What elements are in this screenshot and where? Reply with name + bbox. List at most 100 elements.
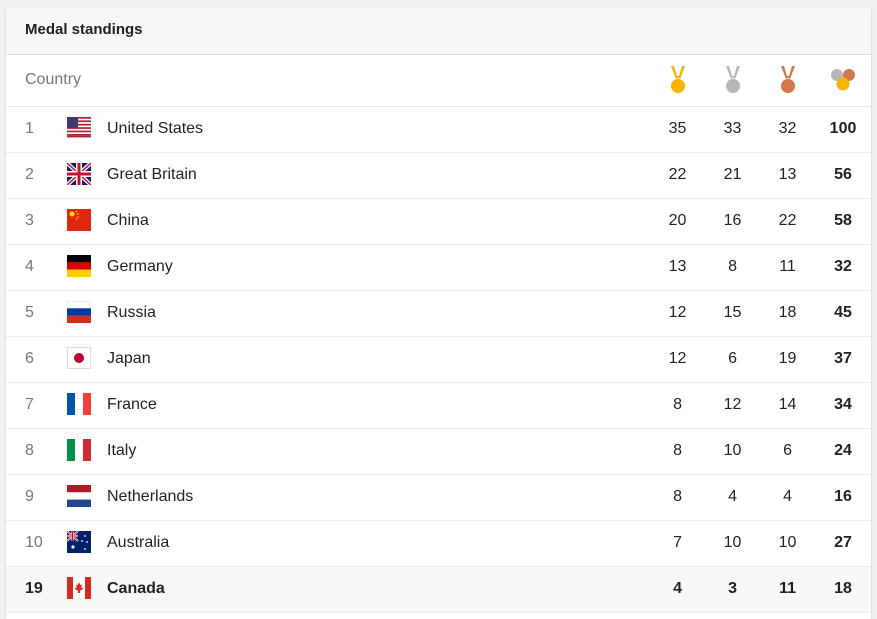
rank-cell: 19 [25, 580, 43, 597]
card-title: Medal standings [6, 8, 871, 55]
table-row[interactable]: 1 United States 35 33 32 100 [6, 106, 871, 152]
total-count: 18 [834, 580, 852, 597]
total-column-header [815, 55, 871, 106]
table-row[interactable]: 2 Great Britain 22 21 13 56 [6, 152, 871, 198]
flag-cell [49, 336, 107, 382]
silver-count: 12 [723, 396, 742, 413]
table-row[interactable]: 7 France 8 12 14 34 [6, 382, 871, 428]
country-column-header: Country [25, 71, 82, 89]
table-row[interactable]: 19 Canada 4 3 11 18 [6, 566, 871, 612]
total-count: 100 [829, 120, 857, 137]
total-medals-icon [829, 69, 857, 91]
gold-count: 20 [668, 212, 687, 229]
ru-flag-icon [67, 300, 91, 323]
gb-flag-icon [67, 162, 91, 185]
total-count: 27 [834, 534, 852, 551]
medal-table: Country [6, 55, 871, 613]
flag-cell [49, 520, 107, 566]
flag-cell [49, 428, 107, 474]
gold-count: 13 [668, 258, 687, 275]
silver-count: 10 [723, 534, 742, 551]
gold-count: 4 [673, 580, 682, 597]
total-count: 16 [834, 488, 852, 505]
table-row[interactable]: 5 Russia 12 15 18 45 [6, 290, 871, 336]
gold-count: 22 [668, 166, 687, 183]
country-name: Netherlands [107, 488, 194, 505]
flag-cell [49, 382, 107, 428]
gold-count: 8 [673, 488, 682, 505]
nl-flag-icon [67, 484, 91, 507]
silver-medal-icon [724, 66, 742, 94]
medal-standings-card: Medal standings Country [6, 8, 871, 619]
country-name: China [107, 212, 149, 229]
bronze-count: 14 [778, 396, 797, 413]
rank-cell: 1 [25, 120, 34, 137]
silver-column-header [705, 55, 760, 106]
gold-column-header [650, 55, 705, 106]
rank-cell: 9 [25, 488, 34, 505]
total-count: 32 [834, 258, 852, 275]
country-name: Australia [107, 534, 170, 551]
silver-count: 21 [723, 166, 742, 183]
silver-count: 6 [728, 350, 737, 367]
flag-cell [49, 566, 107, 612]
bronze-count: 11 [779, 258, 796, 275]
gold-count: 8 [673, 396, 682, 413]
rank-cell: 2 [25, 166, 34, 183]
bronze-count: 11 [779, 580, 796, 597]
country-name: Russia [107, 304, 156, 321]
flag-cell [49, 474, 107, 520]
table-row[interactable]: 6 Japan 12 6 19 37 [6, 336, 871, 382]
flag-cell [49, 152, 107, 198]
rank-cell: 3 [25, 212, 34, 229]
flag-cell [49, 244, 107, 290]
gold-count: 7 [673, 534, 682, 551]
silver-count: 16 [723, 212, 742, 229]
bronze-medal-icon [779, 66, 797, 94]
gold-count: 35 [668, 120, 687, 137]
us-flag-icon [67, 116, 91, 139]
bronze-count: 18 [778, 304, 797, 321]
silver-count: 8 [728, 258, 737, 275]
rank-cell: 10 [25, 534, 43, 551]
country-name: Germany [107, 258, 173, 275]
country-name: France [107, 396, 157, 413]
table-body: 1 United States 35 33 32 100 2 Great Britain 22 2… [6, 106, 871, 612]
table-row[interactable]: 9 Netherlands 8 4 4 16 [6, 474, 871, 520]
bronze-count: 13 [778, 166, 797, 183]
gold-count: 12 [668, 350, 687, 367]
gold-count: 8 [673, 442, 682, 459]
rank-cell: 8 [25, 442, 34, 459]
rank-cell: 6 [25, 350, 34, 367]
country-name: Great Britain [107, 166, 197, 183]
flag-cell [49, 290, 107, 336]
table-row[interactable]: 10 Australia 7 10 10 27 [6, 520, 871, 566]
bronze-column-header [760, 55, 815, 106]
bronze-count: 22 [778, 212, 797, 229]
bronze-count: 32 [778, 120, 797, 137]
rank-cell: 7 [25, 396, 34, 413]
table-row[interactable]: 4 Germany 13 8 11 32 [6, 244, 871, 290]
flag-cell [49, 198, 107, 244]
silver-count: 10 [723, 442, 742, 459]
bronze-count: 10 [778, 534, 797, 551]
flag-cell [49, 106, 107, 152]
country-name: United States [107, 120, 204, 137]
total-count: 56 [834, 166, 852, 183]
country-name: Japan [107, 350, 151, 367]
total-count: 45 [834, 304, 852, 321]
bronze-count: 4 [783, 488, 792, 505]
total-count: 58 [834, 212, 852, 229]
ca-flag-icon [67, 576, 91, 599]
silver-count: 4 [728, 488, 737, 505]
gold-medal-icon [669, 66, 687, 94]
table-row[interactable]: 8 Italy 8 10 6 24 [6, 428, 871, 474]
silver-count: 15 [723, 304, 742, 321]
total-count: 37 [834, 350, 852, 367]
table-row[interactable]: 3 China 20 16 22 58 [6, 198, 871, 244]
rank-cell: 4 [25, 258, 34, 275]
de-flag-icon [67, 254, 91, 277]
country-name: Canada [107, 580, 165, 597]
silver-count: 3 [728, 580, 737, 597]
silver-count: 33 [723, 120, 742, 137]
